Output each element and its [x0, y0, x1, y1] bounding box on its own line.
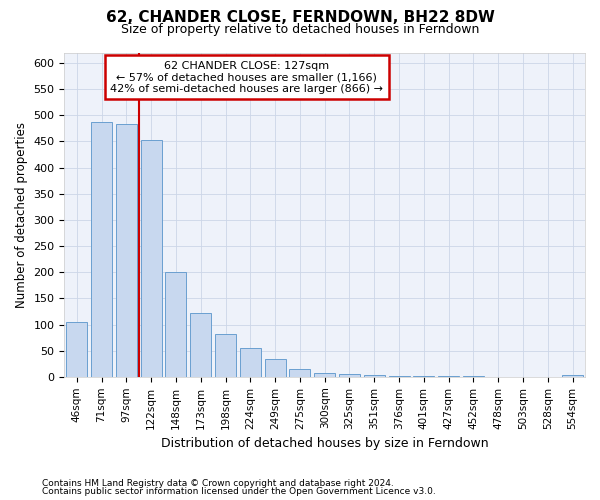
Bar [438, 376, 459, 377]
Bar [166, 272, 187, 377]
Bar [91, 122, 112, 377]
Bar [413, 376, 434, 377]
Bar [190, 313, 211, 377]
Bar [364, 376, 385, 377]
Text: Size of property relative to detached houses in Ferndown: Size of property relative to detached ho… [121, 22, 479, 36]
Bar [463, 376, 484, 377]
Bar [215, 334, 236, 377]
Text: Contains HM Land Registry data © Crown copyright and database right 2024.: Contains HM Land Registry data © Crown c… [42, 478, 394, 488]
Bar [314, 372, 335, 377]
X-axis label: Distribution of detached houses by size in Ferndown: Distribution of detached houses by size … [161, 437, 488, 450]
Bar [240, 348, 261, 377]
Text: Contains public sector information licensed under the Open Government Licence v3: Contains public sector information licen… [42, 487, 436, 496]
Bar [339, 374, 360, 377]
Text: 62, CHANDER CLOSE, FERNDOWN, BH22 8DW: 62, CHANDER CLOSE, FERNDOWN, BH22 8DW [106, 10, 494, 25]
Bar [389, 376, 410, 377]
Bar [562, 376, 583, 377]
Bar [66, 322, 88, 377]
Bar [116, 124, 137, 377]
Bar [265, 358, 286, 377]
Bar [140, 140, 162, 377]
Y-axis label: Number of detached properties: Number of detached properties [15, 122, 28, 308]
Bar [289, 369, 310, 377]
Text: 62 CHANDER CLOSE: 127sqm
← 57% of detached houses are smaller (1,166)
42% of sem: 62 CHANDER CLOSE: 127sqm ← 57% of detach… [110, 60, 383, 94]
